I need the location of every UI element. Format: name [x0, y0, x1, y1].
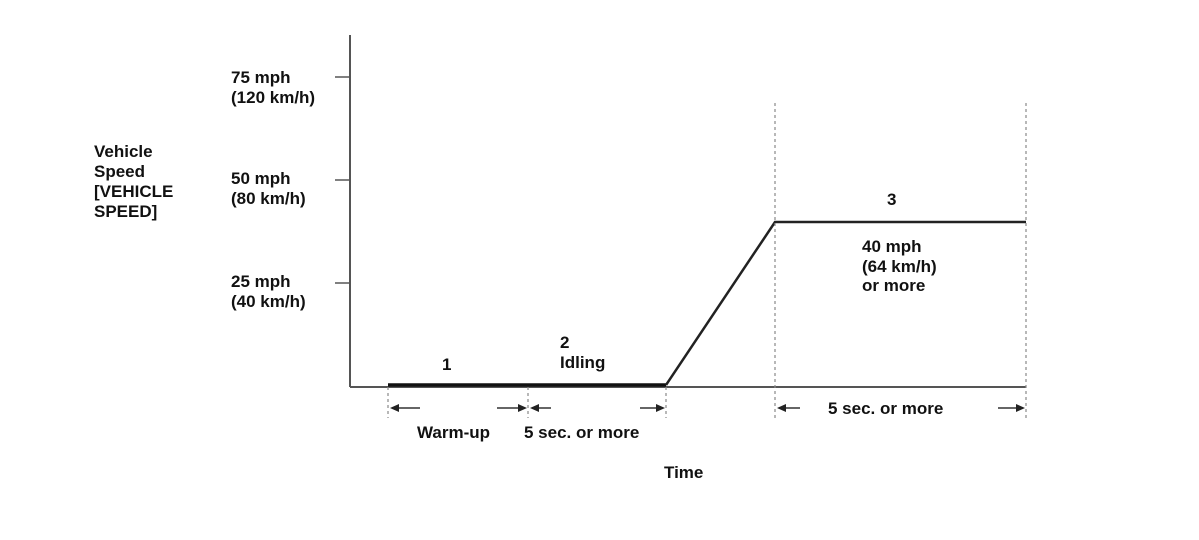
- y-axis-label-line-1: Vehicle: [94, 142, 153, 161]
- phase-3-label-line-2: (64 km/h): [862, 257, 937, 276]
- y-axis-label-line-4: SPEED]: [94, 202, 157, 221]
- y-axis-label-line-2: Speed: [94, 162, 145, 181]
- y-tick-labels: 75 mph (120 km/h) 50 mph (80 km/h) 25 mp…: [231, 68, 315, 311]
- phase-3-label-line-3: or more: [862, 276, 925, 295]
- phase-3-duration: 5 sec. or more: [828, 399, 943, 418]
- y-tick-50-mph: 50 mph: [231, 169, 291, 188]
- y-axis-label-line-3: [VEHICLE: [94, 182, 173, 201]
- duration-arrow-warmup: [390, 404, 527, 412]
- duration-arrow-cruise: [777, 404, 1025, 412]
- y-tick-75-mph: 75 mph: [231, 68, 291, 87]
- duration-arrow-idle: [530, 404, 665, 412]
- y-tick-80-kmh: (80 km/h): [231, 189, 306, 208]
- y-tick-120-kmh: (120 km/h): [231, 88, 315, 107]
- x-axis-label: Time: [664, 463, 703, 482]
- phase-2-duration: 5 sec. or more: [524, 423, 639, 442]
- phase-2-label: Idling: [560, 353, 605, 372]
- y-tick-40-kmh: (40 km/h): [231, 292, 306, 311]
- y-tick-25-mph: 25 mph: [231, 272, 291, 291]
- phase-2-number: 2: [560, 333, 569, 352]
- accel-cruise-line: [664, 220, 1026, 386]
- phase-3-number: 3: [887, 190, 896, 209]
- y-axis-label: Vehicle Speed [VEHICLE SPEED]: [94, 142, 173, 221]
- phase-1-number: 1: [442, 355, 451, 374]
- phase-3-label-line-1: 40 mph: [862, 237, 922, 256]
- phase-1-duration: Warm-up: [417, 423, 490, 442]
